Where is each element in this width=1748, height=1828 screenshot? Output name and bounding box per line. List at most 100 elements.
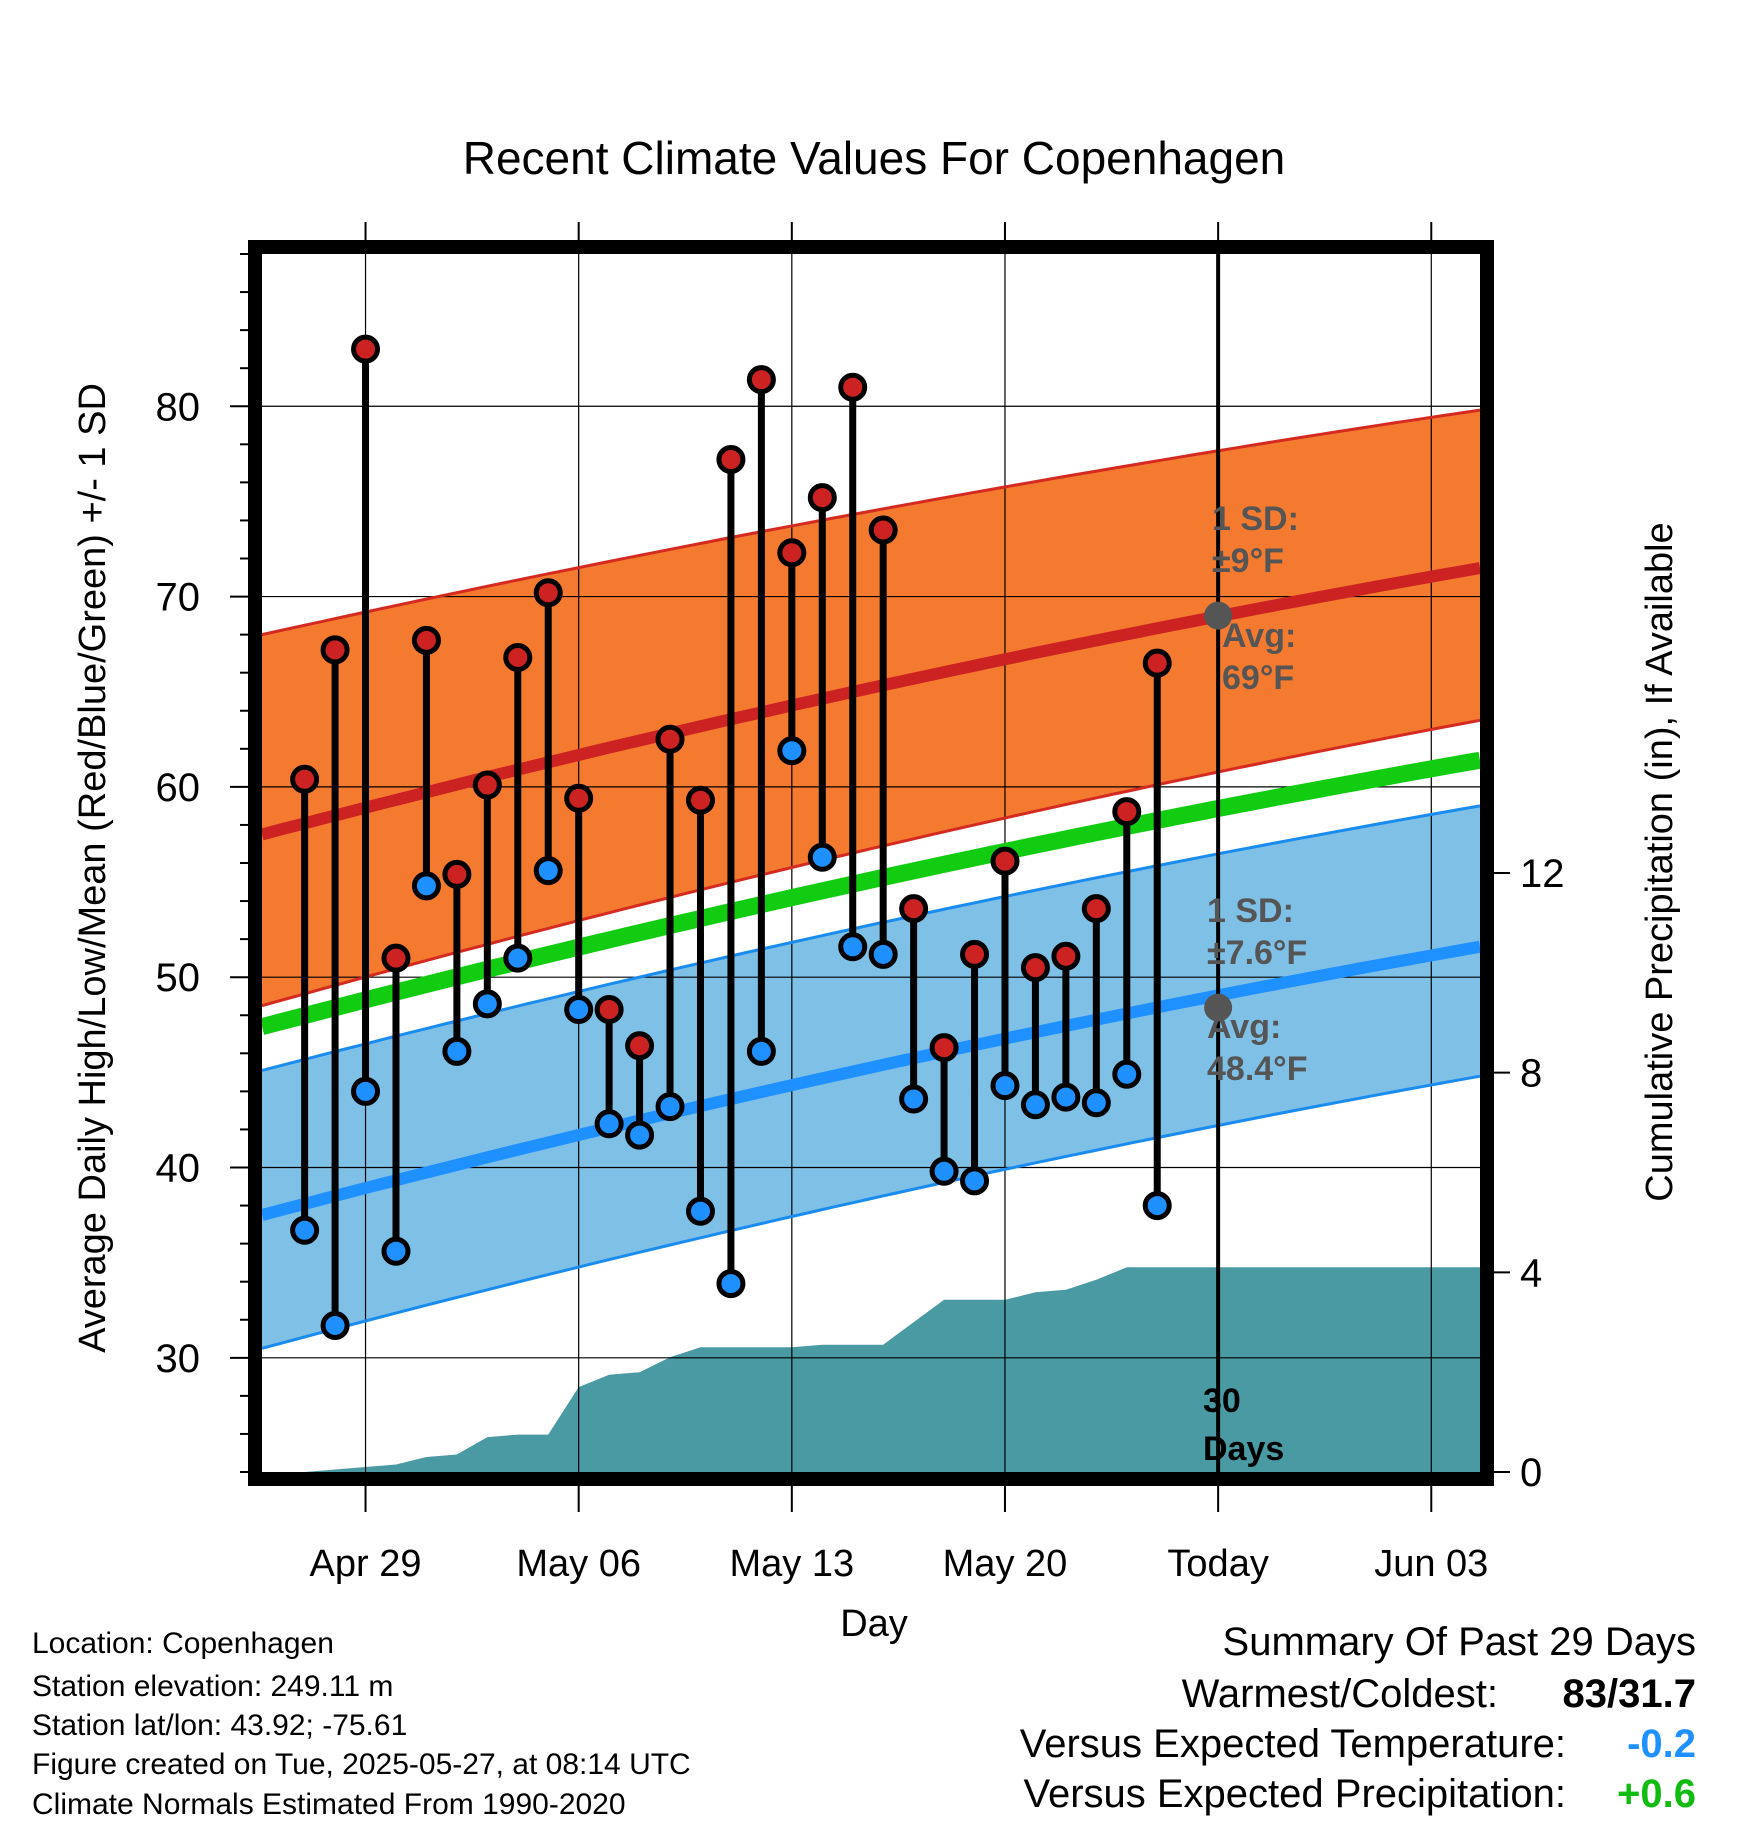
x-tick-label-31: Today — [1167, 1543, 1268, 1585]
daily-high-point-4 — [381, 943, 411, 973]
high-today-marker — [1204, 601, 1233, 630]
daily-high-point-5 — [411, 625, 441, 655]
info-created: Figure created on Tue, 2025-05-27, at 08… — [32, 1748, 691, 1781]
low-sd-lower-line — [261, 1074, 1481, 1350]
daily-low-point-20 — [868, 939, 898, 969]
daily-high-point-25 — [1020, 953, 1050, 983]
daily-high-point-26 — [1051, 941, 1081, 971]
x-tick-label-17: May 13 — [730, 1543, 855, 1585]
low-today-marker — [1204, 993, 1233, 1022]
daily-low-point-22 — [929, 1156, 959, 1186]
daily-high-point-23 — [960, 939, 990, 969]
daily-low-point-3 — [351, 1076, 381, 1106]
daily-low-point-27 — [1081, 1088, 1111, 1118]
daily-low-point-15 — [716, 1269, 746, 1299]
daily-low-point-29 — [1142, 1191, 1172, 1221]
x-tick-label-24: May 20 — [943, 1543, 1068, 1585]
daily-high-point-8 — [503, 642, 533, 672]
daily-low-point-24 — [990, 1071, 1020, 1101]
low-avg-value: 48.4°F — [1207, 1050, 1308, 1088]
daily-high-point-21 — [899, 894, 929, 924]
daily-low-point-1 — [290, 1215, 320, 1245]
daily-high-point-3 — [351, 334, 381, 364]
info-normals: Climate Normals Estimated From 1990-2020 — [32, 1788, 626, 1821]
daily-high-point-27 — [1081, 894, 1111, 924]
daily-low-point-8 — [503, 943, 533, 973]
daily-low-point-4 — [381, 1236, 411, 1266]
y-tick-label-50: 50 — [156, 956, 201, 1000]
daily-high-point-24 — [990, 846, 1020, 876]
daily-high-point-20 — [868, 515, 898, 545]
summary-title: Summary Of Past 29 Days — [1222, 1620, 1696, 1664]
summary-warm-cold-value: 83/31.7 — [1562, 1672, 1696, 1716]
high-avg-value: 69°F — [1222, 659, 1294, 697]
daily-low-point-25 — [1020, 1090, 1050, 1120]
daily-high-point-28 — [1112, 797, 1142, 827]
daily-high-point-22 — [929, 1033, 959, 1063]
daily-low-point-5 — [411, 871, 441, 901]
y2-tick-label-12: 12 — [1520, 852, 1565, 896]
daily-low-point-14 — [685, 1196, 715, 1226]
info-latlon: Station lat/lon: 43.92; -75.61 — [32, 1709, 408, 1742]
x-tick-label-3: Apr 29 — [310, 1543, 422, 1585]
y-axis-left-label: Average Daily High/Low/Mean (Red/Blue/Gr… — [72, 383, 114, 1353]
daily-high-point-12 — [625, 1031, 655, 1061]
y-tick-label-80: 80 — [156, 385, 201, 429]
window-label-days: Days — [1203, 1430, 1284, 1468]
daily-low-point-21 — [899, 1084, 929, 1114]
high-sd-value: ±9°F — [1212, 542, 1284, 580]
high-avg-label: Avg: — [1222, 617, 1296, 655]
daily-low-point-9 — [533, 856, 563, 886]
window-label-number: 30 — [1203, 1382, 1241, 1420]
precip-area — [274, 1267, 1481, 1472]
daily-high-point-29 — [1142, 648, 1172, 678]
low-avg-line — [260, 940, 1482, 1221]
y-axis-right-label: Cumulative Precipitation (in), If Availa… — [1639, 522, 1681, 1201]
daily-low-point-18 — [807, 842, 837, 872]
y2-tick-label-8: 8 — [1520, 1052, 1542, 1096]
y-tick-label-60: 60 — [156, 766, 201, 810]
x-tick-label-10: May 06 — [516, 1543, 641, 1585]
y-tick-label-30: 30 — [156, 1337, 201, 1381]
daily-low-point-19 — [838, 932, 868, 962]
daily-high-point-7 — [472, 770, 502, 800]
daily-high-point-2 — [320, 635, 350, 665]
x-tick-label-38: Jun 03 — [1374, 1543, 1488, 1585]
daily-high-point-10 — [564, 783, 594, 813]
daily-low-point-13 — [655, 1092, 685, 1122]
daily-low-point-2 — [320, 1310, 350, 1340]
daily-high-point-17 — [777, 538, 807, 568]
low-sd-value: ±7.6°F — [1207, 934, 1307, 972]
daily-low-point-26 — [1051, 1082, 1081, 1112]
y2-tick-label-4: 4 — [1520, 1251, 1542, 1295]
daily-low-point-10 — [564, 995, 594, 1025]
low-sd-upper-line — [261, 804, 1481, 1072]
high-sd-band — [262, 410, 1480, 1006]
daily-low-point-17 — [777, 736, 807, 766]
y-tick-label-40: 40 — [156, 1147, 201, 1191]
daily-high-point-1 — [290, 764, 320, 794]
summary-temp-label: Versus Expected Temperature: — [1019, 1722, 1566, 1766]
y2-tick-label-0: 0 — [1520, 1451, 1542, 1495]
daily-low-point-11 — [594, 1109, 624, 1139]
daily-high-point-16 — [746, 365, 776, 395]
y-tick-label-70: 70 — [156, 576, 201, 620]
daily-high-point-6 — [442, 859, 472, 889]
high-avg-line — [260, 562, 1482, 841]
mean-avg-line — [259, 751, 1482, 1035]
daily-high-point-11 — [594, 995, 624, 1025]
daily-high-point-9 — [533, 578, 563, 608]
daily-low-point-6 — [442, 1036, 472, 1066]
high-sd-lower-line — [261, 718, 1481, 1008]
daily-high-point-14 — [685, 785, 715, 815]
low-sd-band — [262, 805, 1480, 1349]
high-sd-label: 1 SD: — [1212, 500, 1299, 538]
daily-low-point-28 — [1112, 1059, 1142, 1089]
daily-low-point-7 — [472, 989, 502, 1019]
daily-high-point-13 — [655, 724, 685, 754]
high-sd-upper-line — [261, 408, 1481, 637]
daily-low-point-23 — [960, 1166, 990, 1196]
info-location: Location: Copenhagen — [32, 1627, 334, 1660]
